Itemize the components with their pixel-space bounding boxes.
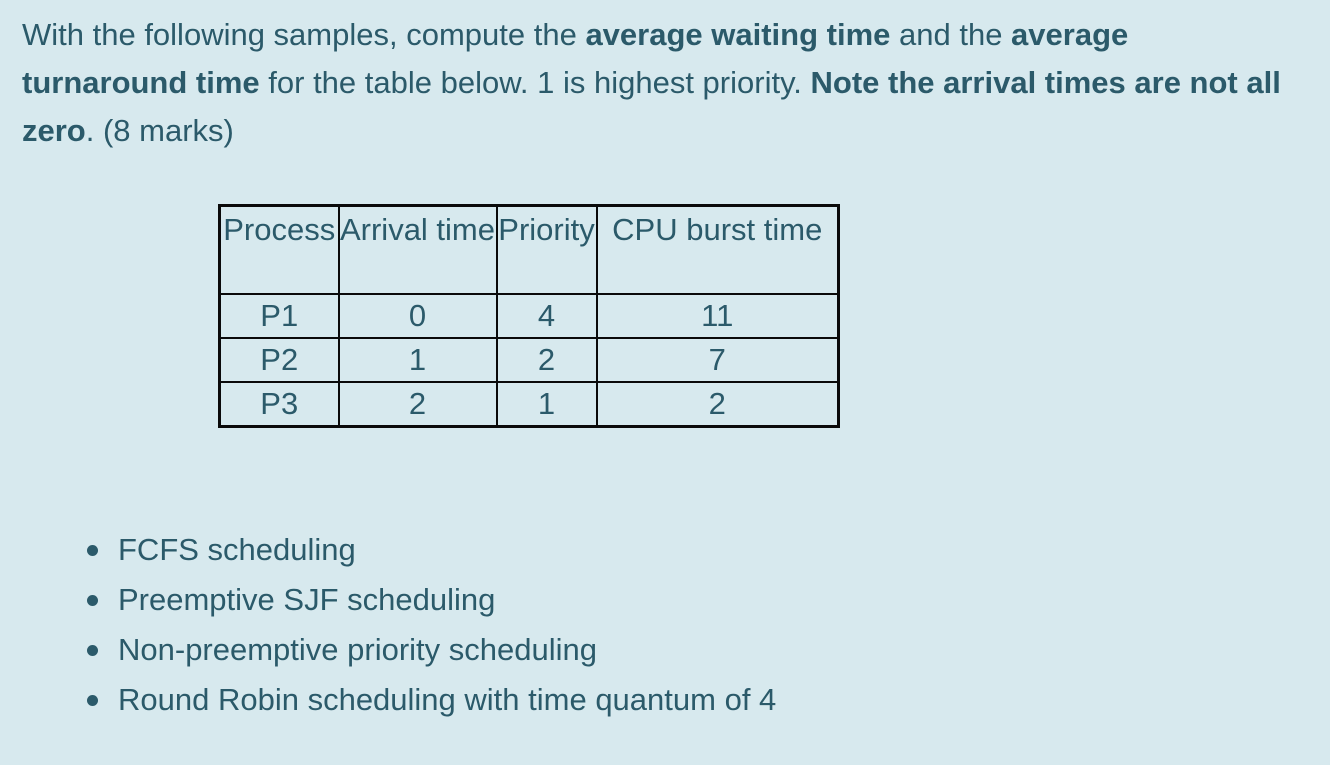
scheduling-algorithms-list: FCFS scheduling Preemptive SJF scheduling…	[0, 525, 1330, 725]
table-cell-priority: 4	[495, 293, 598, 339]
list-item: Non-preemptive priority scheduling	[87, 625, 1330, 675]
table-cell-arrival-time: 2	[337, 381, 498, 428]
process-table: Process Arrival time Priority CPU burst tim…	[218, 204, 840, 428]
question-paragraph: With the following samples, compute the …	[22, 11, 1292, 155]
table-header-cell: Arrival time	[337, 204, 498, 295]
list-item-label: Non-preemptive priority scheduling	[118, 632, 598, 667]
table-cell-cpu-burst-time: 7	[595, 337, 840, 383]
table-header-row: Process Arrival time Priority CPU burst tim…	[218, 204, 840, 295]
table-cell-process: P2	[218, 337, 340, 383]
question-segment: With the following samples, compute the	[22, 17, 586, 52]
table-header-cell: CPU burst time	[595, 204, 840, 295]
bullet-icon	[87, 545, 98, 556]
list-item: Round Robin scheduling with time quantum…	[87, 675, 1330, 725]
table-row: P3 2 1 2	[218, 381, 840, 428]
table-cell-priority: 1	[495, 381, 598, 428]
table-cell-cpu-burst-time: 2	[595, 381, 840, 428]
question-segment: average turnaround time	[22, 17, 1129, 100]
table-row: P2 1 2 7	[218, 337, 840, 383]
question-segment: average waiting time	[585, 17, 891, 52]
table-cell-process: P1	[218, 293, 340, 339]
bullet-icon	[87, 645, 98, 656]
table-cell-priority: 2	[495, 337, 598, 383]
table-row: P1 0 4 11	[218, 293, 840, 339]
table-cell-cpu-burst-time: 11	[595, 293, 840, 339]
question-segment: for the table below. 1 is highest priori…	[259, 65, 811, 100]
table-header-cell: Process	[218, 204, 340, 295]
question-page: { "colors": { "background": "#d7e9ee", "…	[0, 11, 1330, 765]
list-item: Preemptive SJF scheduling	[87, 575, 1330, 625]
question-segment: . (8 marks)	[85, 113, 234, 148]
bullet-icon	[87, 595, 98, 606]
question-segment: Note the arrival times are not all zero	[22, 65, 1281, 148]
question-segment: and the	[890, 17, 1012, 52]
table-cell-arrival-time: 1	[337, 337, 498, 383]
list-item: FCFS scheduling	[87, 525, 1330, 575]
list-item-label: FCFS scheduling	[118, 532, 356, 567]
table-cell-arrival-time: 0	[337, 293, 498, 339]
bullet-icon	[87, 695, 98, 706]
table-header-cell: Priority	[495, 204, 598, 295]
list-item-label: Round Robin scheduling with time quantum…	[118, 682, 777, 717]
list-item-label: Preemptive SJF scheduling	[118, 582, 496, 617]
table-cell-process: P3	[218, 381, 340, 428]
